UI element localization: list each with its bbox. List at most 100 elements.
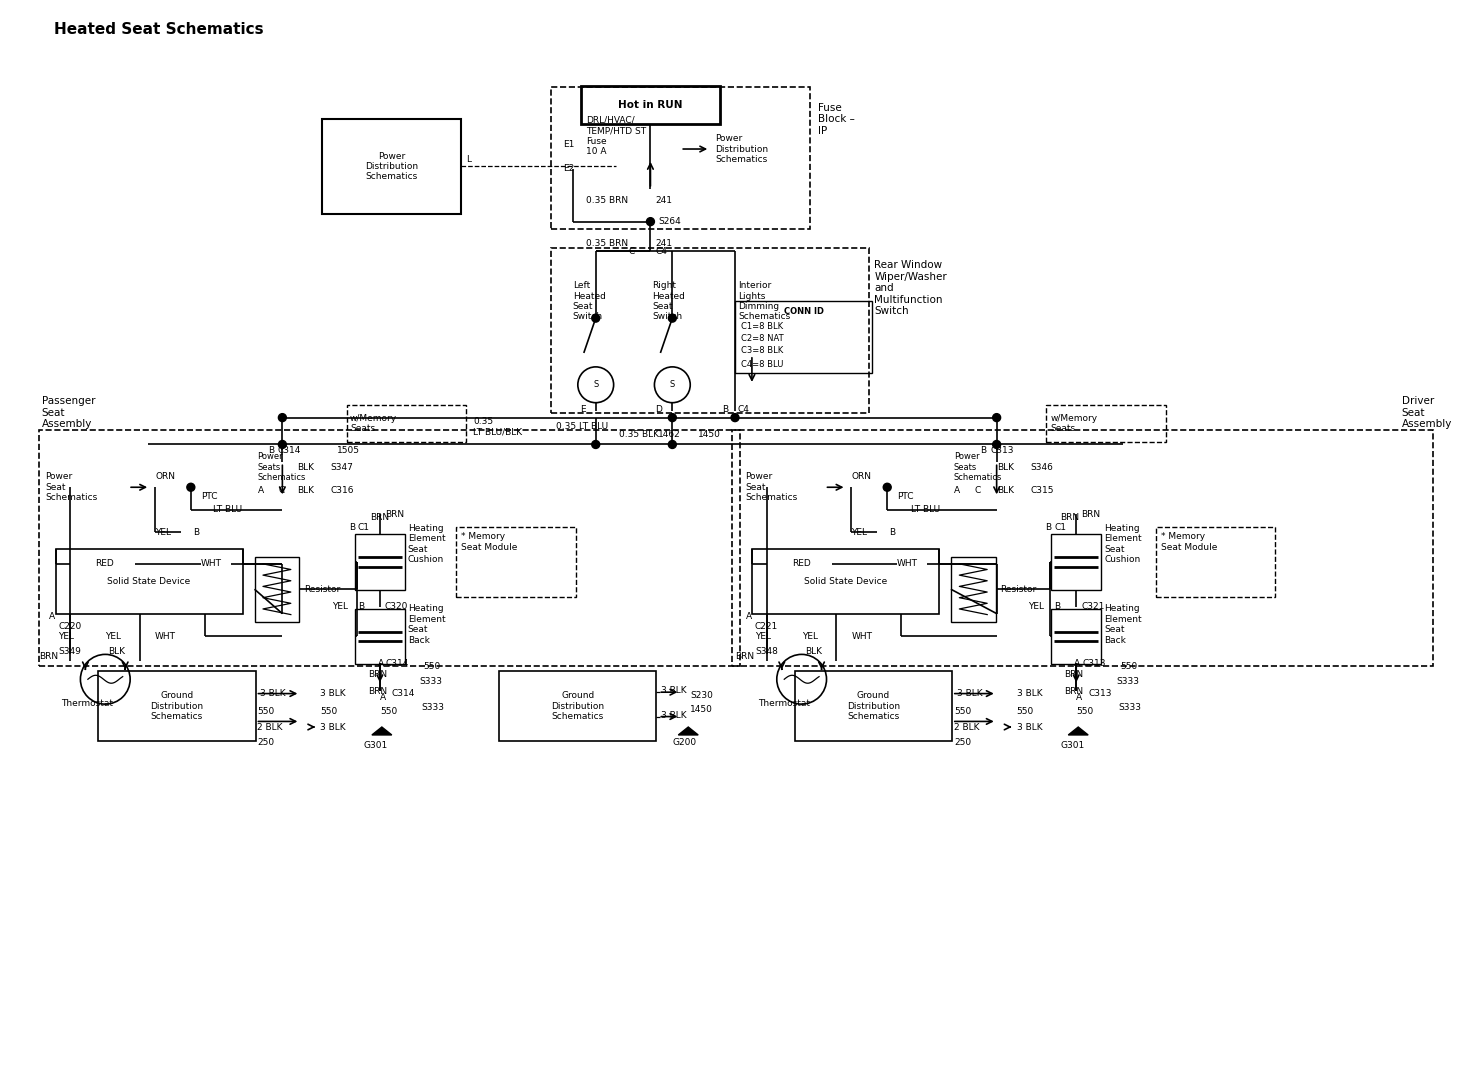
Text: B: B [349,522,355,532]
Text: S333: S333 [1119,702,1141,712]
Text: BRN: BRN [1082,509,1101,519]
Text: C321: C321 [1082,602,1104,611]
Text: PTC: PTC [200,492,218,501]
Text: S230: S230 [690,690,712,700]
Text: 3 BLK: 3 BLK [1017,723,1042,731]
Text: 3 BLK: 3 BLK [261,688,286,698]
Circle shape [992,441,1001,448]
Text: Heating
Element
Seat
Back: Heating Element Seat Back [408,605,446,644]
Text: C1: C1 [1054,522,1066,532]
Text: S349: S349 [59,646,81,656]
Text: Rear Window
Wiper/Washer
and
Multifunction
Switch: Rear Window Wiper/Washer and Multifuncti… [874,260,946,316]
Circle shape [668,441,676,448]
Text: 250: 250 [954,739,972,747]
Text: 2 BLK: 2 BLK [954,723,979,731]
Text: Ground
Distribution
Schematics: Ground Distribution Schematics [846,691,899,721]
Text: Resistor: Resistor [305,584,340,594]
Text: C: C [974,486,980,495]
Text: WHT: WHT [851,632,873,641]
Text: BRN: BRN [384,509,403,519]
Text: w/Memory
Seats: w/Memory Seats [350,414,397,433]
Text: BRN: BRN [368,687,387,696]
Text: 241: 241 [655,196,673,205]
Text: B: B [721,405,729,414]
Bar [795,671,952,741]
Text: WHT: WHT [896,560,919,568]
Text: C314: C314 [277,446,300,455]
Text: Solid State Device: Solid State Device [107,577,191,585]
Text: C220: C220 [59,622,82,631]
Text: * Memory
Seat Module: * Memory Seat Module [1161,533,1217,552]
Text: G301: G301 [364,742,389,750]
Bar [951,556,995,622]
Text: S347: S347 [330,463,353,472]
Text: RED: RED [96,560,115,568]
Text: Heating
Element
Seat
Cushion: Heating Element Seat Cushion [1104,524,1142,564]
Text: 0.35 BLK: 0.35 BLK [618,430,658,440]
Text: E1: E1 [562,139,574,149]
Text: 3 BLK: 3 BLK [321,723,346,731]
Text: 550: 550 [321,706,337,716]
Text: BRN: BRN [38,652,57,660]
Bar [1156,527,1275,597]
Text: 550: 550 [258,706,275,716]
Text: 550: 550 [1120,661,1138,671]
Text: Power
Distribution
Schematics: Power Distribution Schematics [365,151,418,181]
Text: S333: S333 [1116,676,1139,686]
Text: Power
Distribution
Schematics: Power Distribution Schematics [715,134,768,164]
Text: 3 BLK: 3 BLK [321,688,346,698]
Text: 3 BLK: 3 BLK [1017,688,1042,698]
Text: B: B [889,527,895,536]
Text: E: E [580,405,586,414]
Circle shape [668,314,676,322]
Text: 1462: 1462 [658,430,682,440]
Bar [1051,534,1101,590]
Text: Right
Heated
Seat
Switch: Right Heated Seat Switch [652,281,686,322]
Text: YEL: YEL [755,632,771,641]
Bar [735,301,873,373]
Text: C4: C4 [655,247,667,256]
Text: Fuse
Block –
IP: Fuse Block – IP [817,103,854,136]
Text: Passenger
Seat
Assembly: Passenger Seat Assembly [41,396,96,429]
Circle shape [592,314,599,322]
Text: 1450: 1450 [690,704,712,714]
Text: BLK: BLK [805,646,821,656]
Bar [752,549,939,613]
Text: E2: E2 [562,164,574,174]
Text: A: A [1076,693,1082,702]
Text: C4=8 BLU: C4=8 BLU [740,360,783,369]
Text: BRN: BRN [1064,670,1083,679]
Text: Ground
Distribution
Schematics: Ground Distribution Schematics [150,691,203,721]
Text: LT BLU: LT BLU [911,505,941,513]
Text: C320: C320 [384,602,408,611]
Bar [355,609,405,665]
Text: YEL: YEL [802,632,817,641]
Text: BLK: BLK [997,486,1014,495]
Text: Resistor: Resistor [1001,584,1036,594]
Text: 241: 241 [655,239,673,248]
Text: BRN: BRN [368,670,387,679]
Text: BLK: BLK [997,463,1014,472]
Text: A: A [380,693,386,702]
Text: C316: C316 [330,486,353,495]
Circle shape [668,414,676,421]
Text: B: B [268,446,274,455]
Bar [732,430,1434,667]
Text: A: A [746,612,752,621]
Bar [255,556,299,622]
Text: Thermostat: Thermostat [62,699,113,708]
Circle shape [883,483,891,491]
Text: C313: C313 [991,446,1014,455]
Circle shape [992,414,1001,421]
Text: 1505: 1505 [337,446,361,455]
Text: 550: 550 [1076,706,1094,716]
Text: C4: C4 [737,405,749,414]
Text: Power
Seats
Schematics: Power Seats Schematics [258,452,306,482]
Bar [99,671,256,741]
Text: C2=8 NAT: C2=8 NAT [740,334,783,343]
Text: C: C [278,486,284,495]
Text: 3 BLK: 3 BLK [661,686,687,696]
Text: B: B [1054,602,1060,611]
Circle shape [732,414,739,421]
Bar [56,549,243,613]
